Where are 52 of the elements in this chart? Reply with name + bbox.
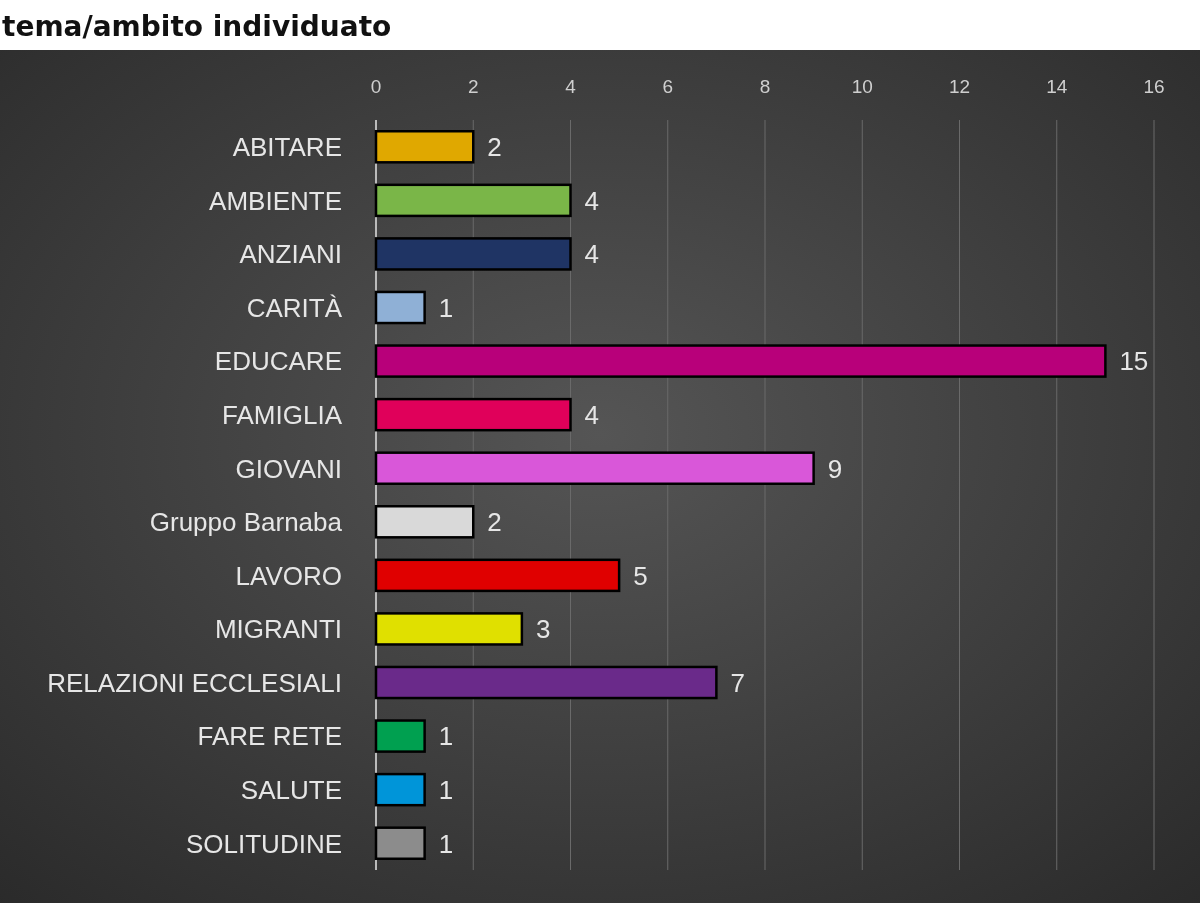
data-label: 7 [730,667,745,698]
y-tick-label: RELAZIONI ECCLESIALI [47,667,342,698]
y-tick-label: EDUCARE [214,346,342,377]
y-tick-label: CARITÀ [246,292,343,323]
y-tick-label: ABITARE [232,132,342,163]
x-tick-label: 0 [370,75,382,97]
x-tick-label: 12 [948,75,971,97]
data-label: 4 [584,185,599,216]
bar [374,665,718,700]
bar [374,183,572,218]
x-tick-label: 16 [1143,75,1165,97]
y-tick-label: ANZIANI [239,239,342,270]
bar [374,451,815,485]
data-label: 9 [827,453,843,484]
bar [374,237,572,271]
bar [374,130,475,164]
y-tick-label: Gruppo Barnaba [149,507,343,538]
bar [374,344,1107,378]
bar [374,290,426,325]
bar [374,772,426,807]
y-tick-label: FARE RETE [197,721,342,752]
x-tick-label: 10 [851,75,873,97]
data-label: 2 [487,132,502,163]
data-label: 15 [1119,346,1149,377]
data-label: 1 [438,292,454,323]
y-tick-label: FAMIGLIA [222,400,343,430]
y-tick-label: MIGRANTI [214,614,342,645]
bar [374,397,572,432]
bar [374,558,621,593]
data-label: 1 [438,721,454,752]
y-tick-label: AMBIENTE [209,185,342,216]
data-label: 1 [438,828,454,859]
x-tick-label: 14 [1046,75,1068,97]
data-label: 4 [584,239,599,270]
x-tick-label: 2 [467,75,479,97]
data-label: 5 [633,560,648,591]
bar [374,612,524,646]
data-label: 4 [584,400,599,430]
data-label: 2 [487,507,502,538]
bar [374,826,426,860]
x-tick-label: 8 [759,75,771,97]
y-tick-label: LAVORO [235,560,342,591]
x-tick-label: 6 [662,75,674,97]
x-tick-label: 4 [565,75,577,97]
chart-title: tema/ambito individuato [2,10,392,43]
data-label: 3 [535,614,551,645]
bar [374,505,475,539]
y-tick-label: SALUTE [240,775,342,805]
y-tick-label: SOLITUDINE [185,828,342,859]
y-tick-label: GIOVANI [235,453,342,484]
bar [374,719,426,753]
data-label: 1 [438,775,454,805]
